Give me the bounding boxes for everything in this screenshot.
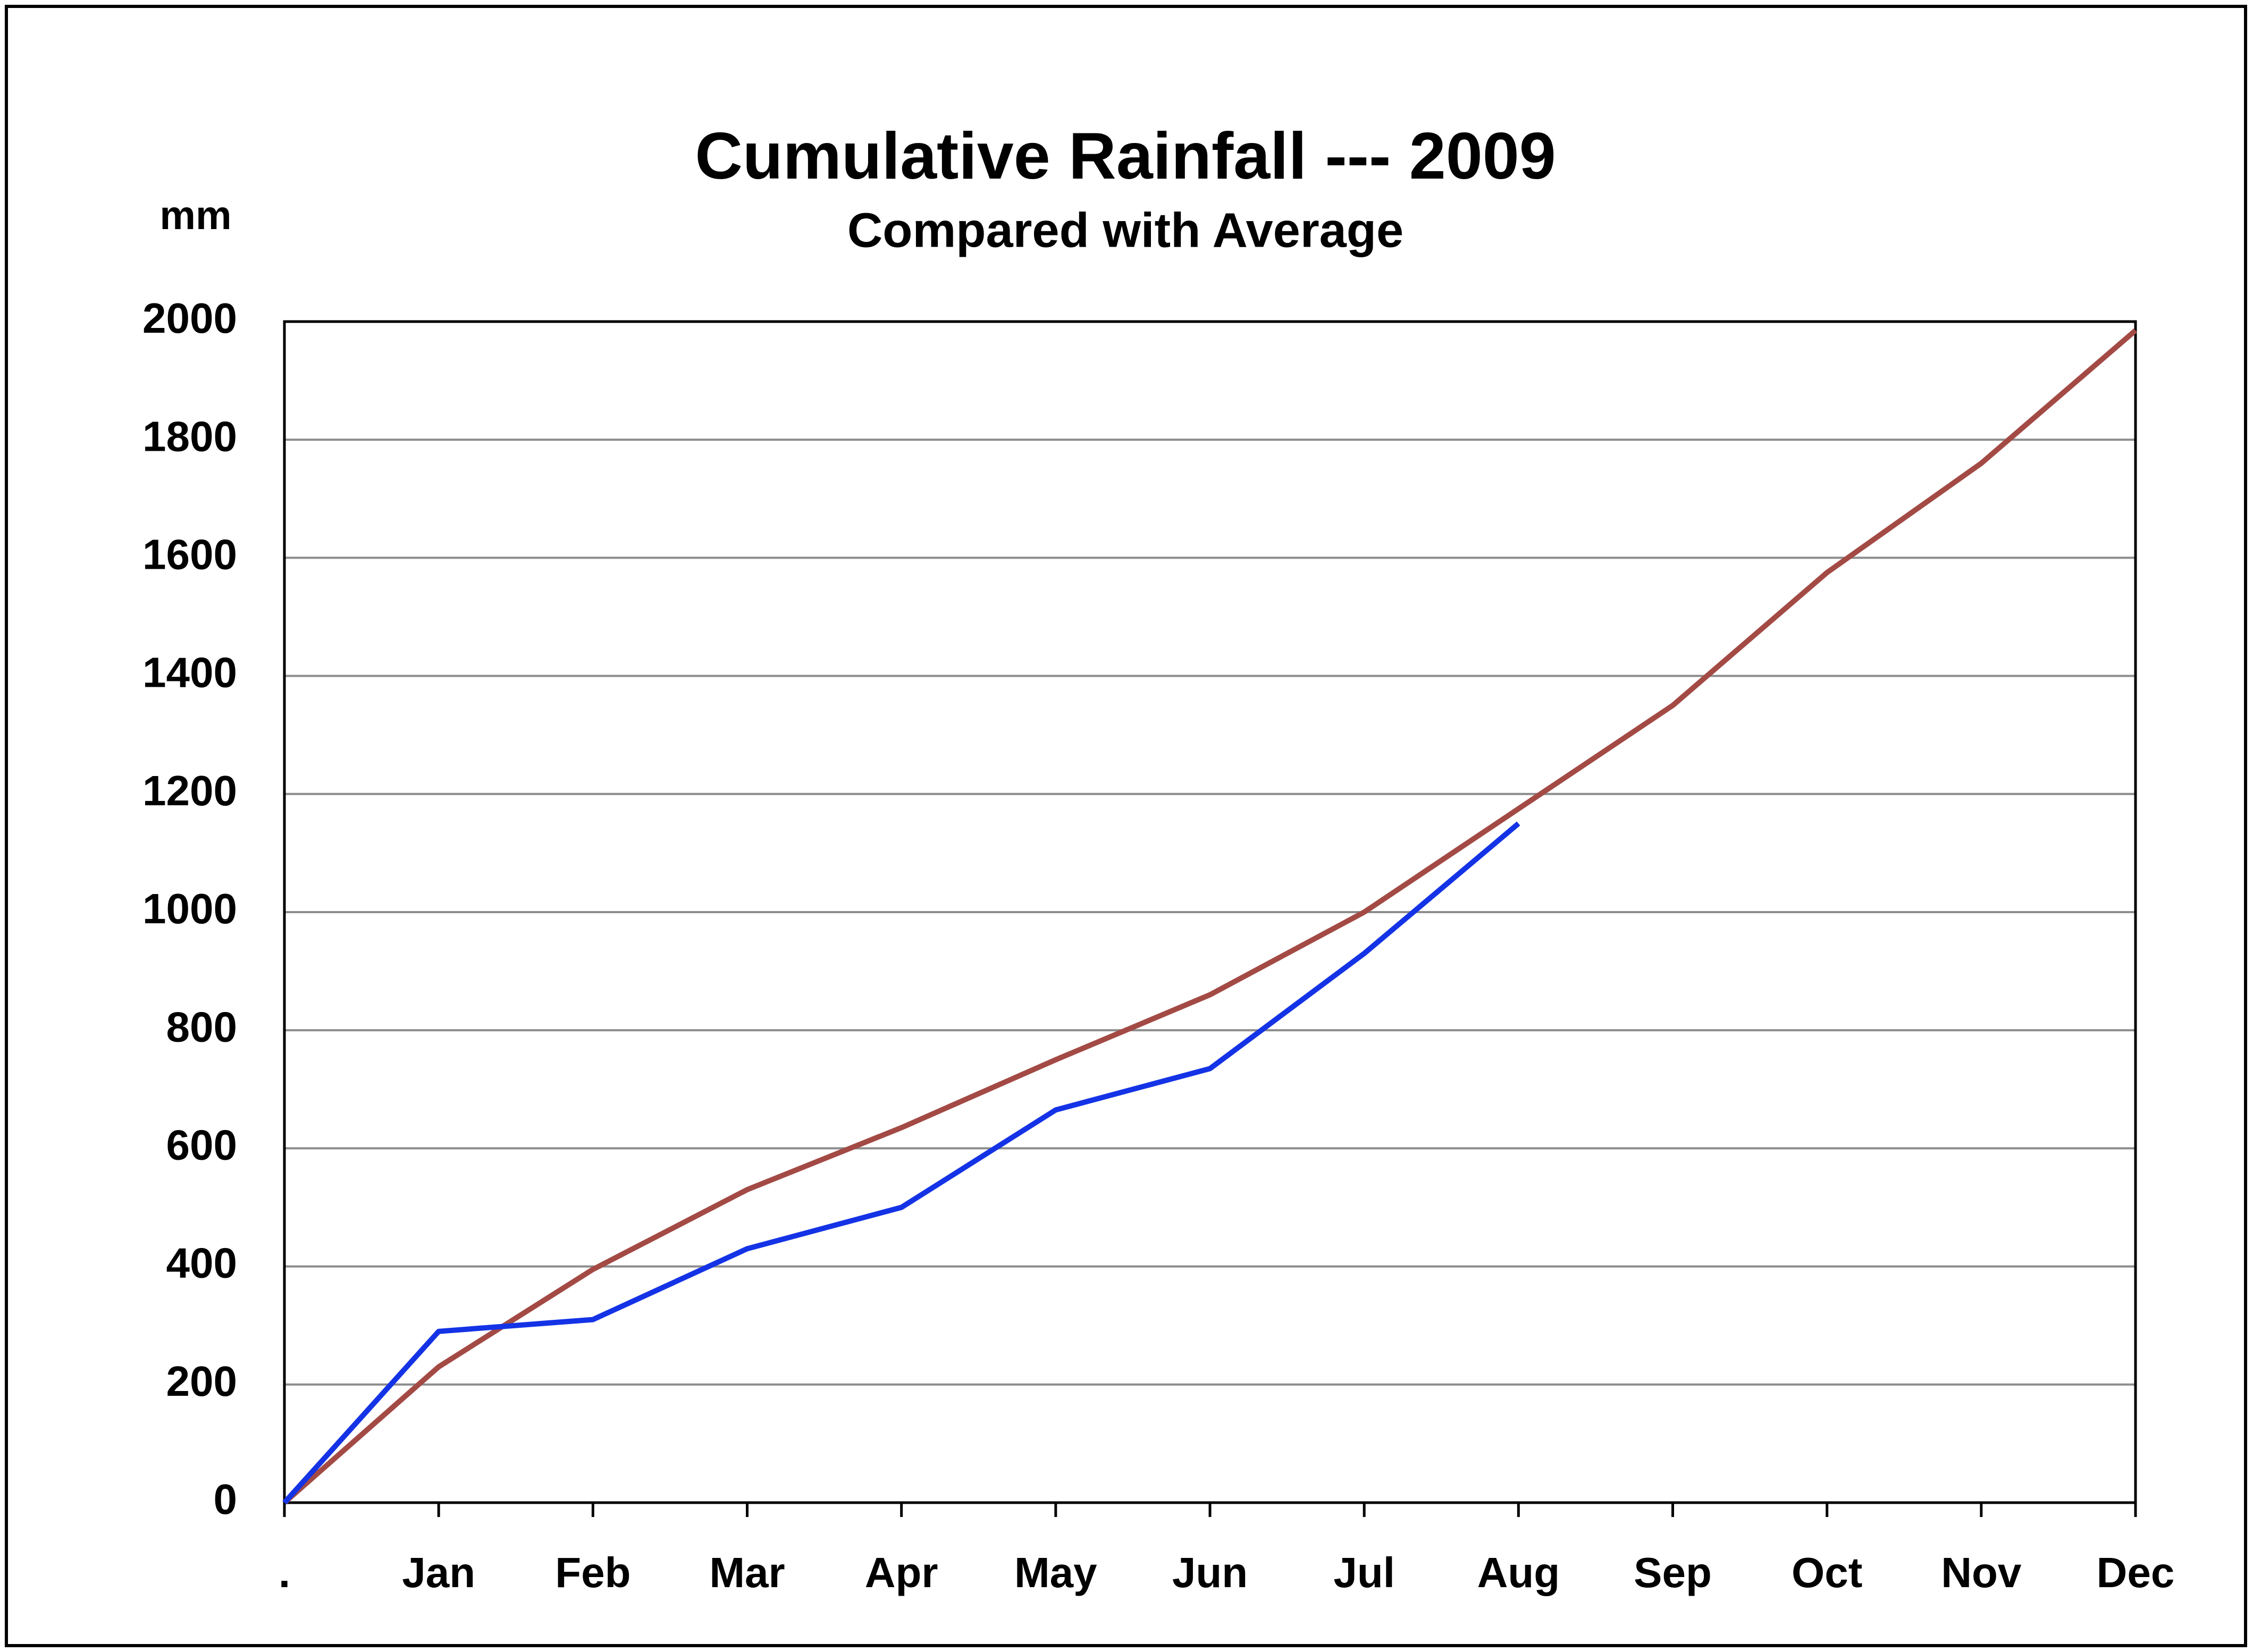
x-tick-label: Mar — [709, 1549, 785, 1596]
y-tick-label: 800 — [166, 1003, 237, 1050]
x-tick-label: . — [279, 1549, 290, 1596]
x-tick-label: Jul — [1333, 1549, 1395, 1596]
y-tick-label: 1200 — [142, 767, 237, 814]
x-tick-label: Apr — [865, 1549, 938, 1596]
x-tick-label: Aug — [1477, 1549, 1560, 1596]
x-tick-label: Jun — [1172, 1549, 1248, 1596]
x-tick-label: Sep — [1634, 1549, 1712, 1596]
y-tick-label: 400 — [166, 1240, 237, 1287]
series-line — [282, 328, 2138, 1505]
x-tick-label: May — [1014, 1549, 1097, 1596]
chart-title: Cumulative Rainfall --- 2009 — [695, 120, 1556, 193]
chart-border — [5, 5, 2247, 1647]
y-tick-label: 600 — [166, 1122, 237, 1169]
x-tick-label: Nov — [1941, 1549, 2022, 1596]
x-tick-label: Oct — [1792, 1549, 1862, 1596]
x-tick-label: Feb — [555, 1549, 630, 1596]
x-tick-label: Jan — [402, 1549, 475, 1596]
chart-subtitle: Compared with Average — [847, 203, 1403, 257]
y-tick-label: 1600 — [142, 531, 237, 578]
y-tick-label: 2000 — [142, 294, 237, 342]
y-axis-label: mm — [159, 193, 231, 238]
y-tick-label: 1400 — [142, 649, 237, 696]
y-tick-label: 200 — [166, 1358, 237, 1405]
y-tick-label: 0 — [214, 1476, 238, 1523]
y-tick-label: 1800 — [142, 412, 237, 460]
x-tick-label: Dec — [2097, 1549, 2175, 1596]
series-line — [282, 821, 1520, 1505]
y-tick-label: 1000 — [142, 885, 237, 932]
